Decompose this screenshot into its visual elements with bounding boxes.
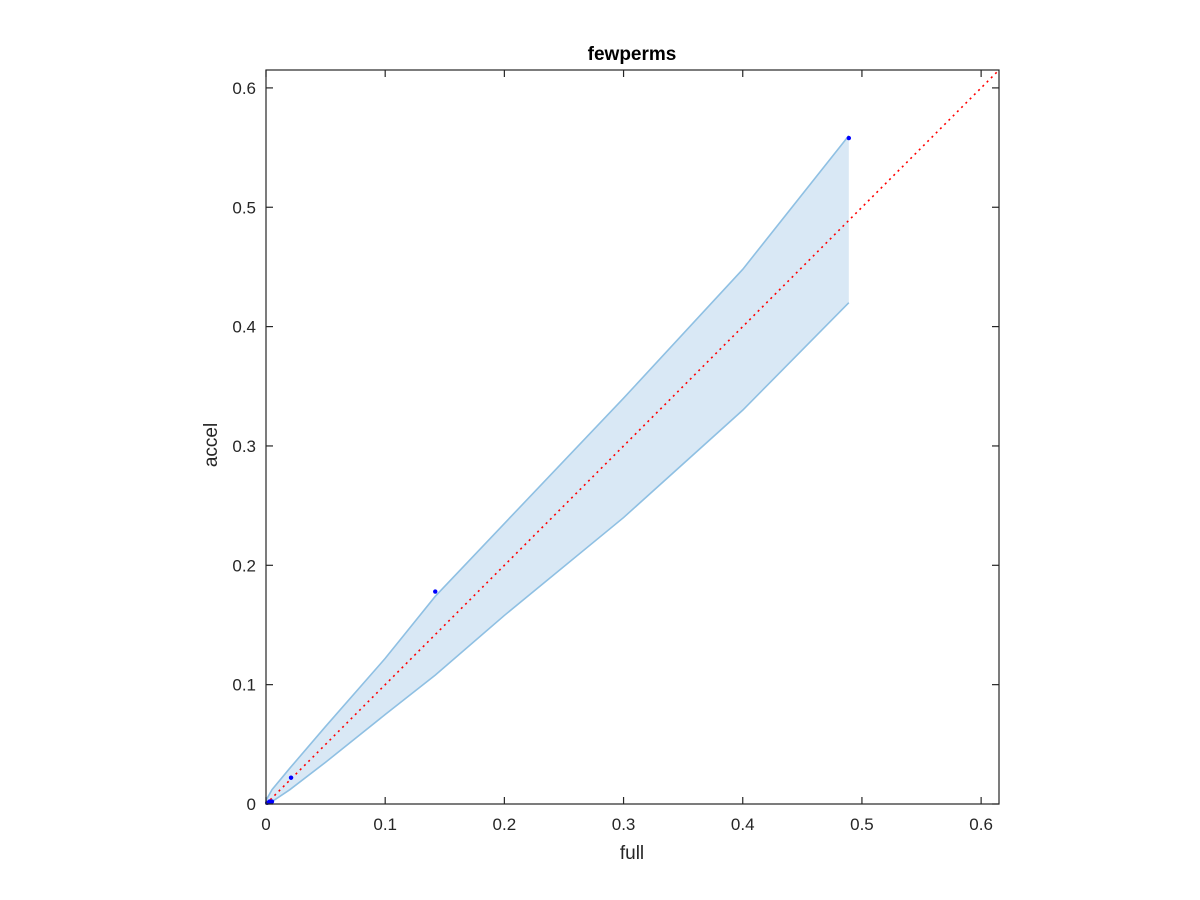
data-point xyxy=(433,589,438,594)
x-axis-label: full xyxy=(620,843,644,864)
x-axis-ticks: 0 0.1 0.2 0.3 0.4 0.5 0.6 xyxy=(261,70,993,834)
chart-title: fewperms xyxy=(588,44,677,65)
confidence-band xyxy=(266,135,849,804)
data-point xyxy=(269,799,275,804)
x-tick-label: 0.1 xyxy=(373,815,397,834)
y-tick-label: 0.4 xyxy=(232,318,256,337)
data-points xyxy=(264,135,852,806)
reference-line xyxy=(265,69,1000,805)
x-tick-label: 0.3 xyxy=(612,815,636,834)
confidence-band-lower-edge xyxy=(265,302,850,805)
y-tick-label: 0.3 xyxy=(232,437,256,456)
y-axis-label: accel xyxy=(201,423,222,467)
axes-box xyxy=(265,69,1000,805)
y-tick-label: 0.5 xyxy=(232,198,256,217)
x-tick-label: 0.5 xyxy=(850,815,874,834)
x-tick-label: 0.4 xyxy=(731,815,755,834)
y-tick-label: 0.2 xyxy=(232,556,256,575)
y-tick-label: 0.1 xyxy=(232,676,256,695)
x-tick-label: 0 xyxy=(261,815,270,834)
y-tick-label: 0.6 xyxy=(232,79,256,98)
y-tick-label: 0 xyxy=(247,795,256,814)
data-point xyxy=(846,135,852,141)
confidence-band-upper-edge xyxy=(265,135,850,801)
y-axis-ticks: 0 0.1 0.2 0.3 0.4 0.5 0.6 xyxy=(232,79,999,814)
x-tick-label: 0.2 xyxy=(493,815,517,834)
data-point xyxy=(288,775,294,780)
plot-area xyxy=(264,69,1000,806)
x-tick-label: 0.6 xyxy=(969,815,993,834)
